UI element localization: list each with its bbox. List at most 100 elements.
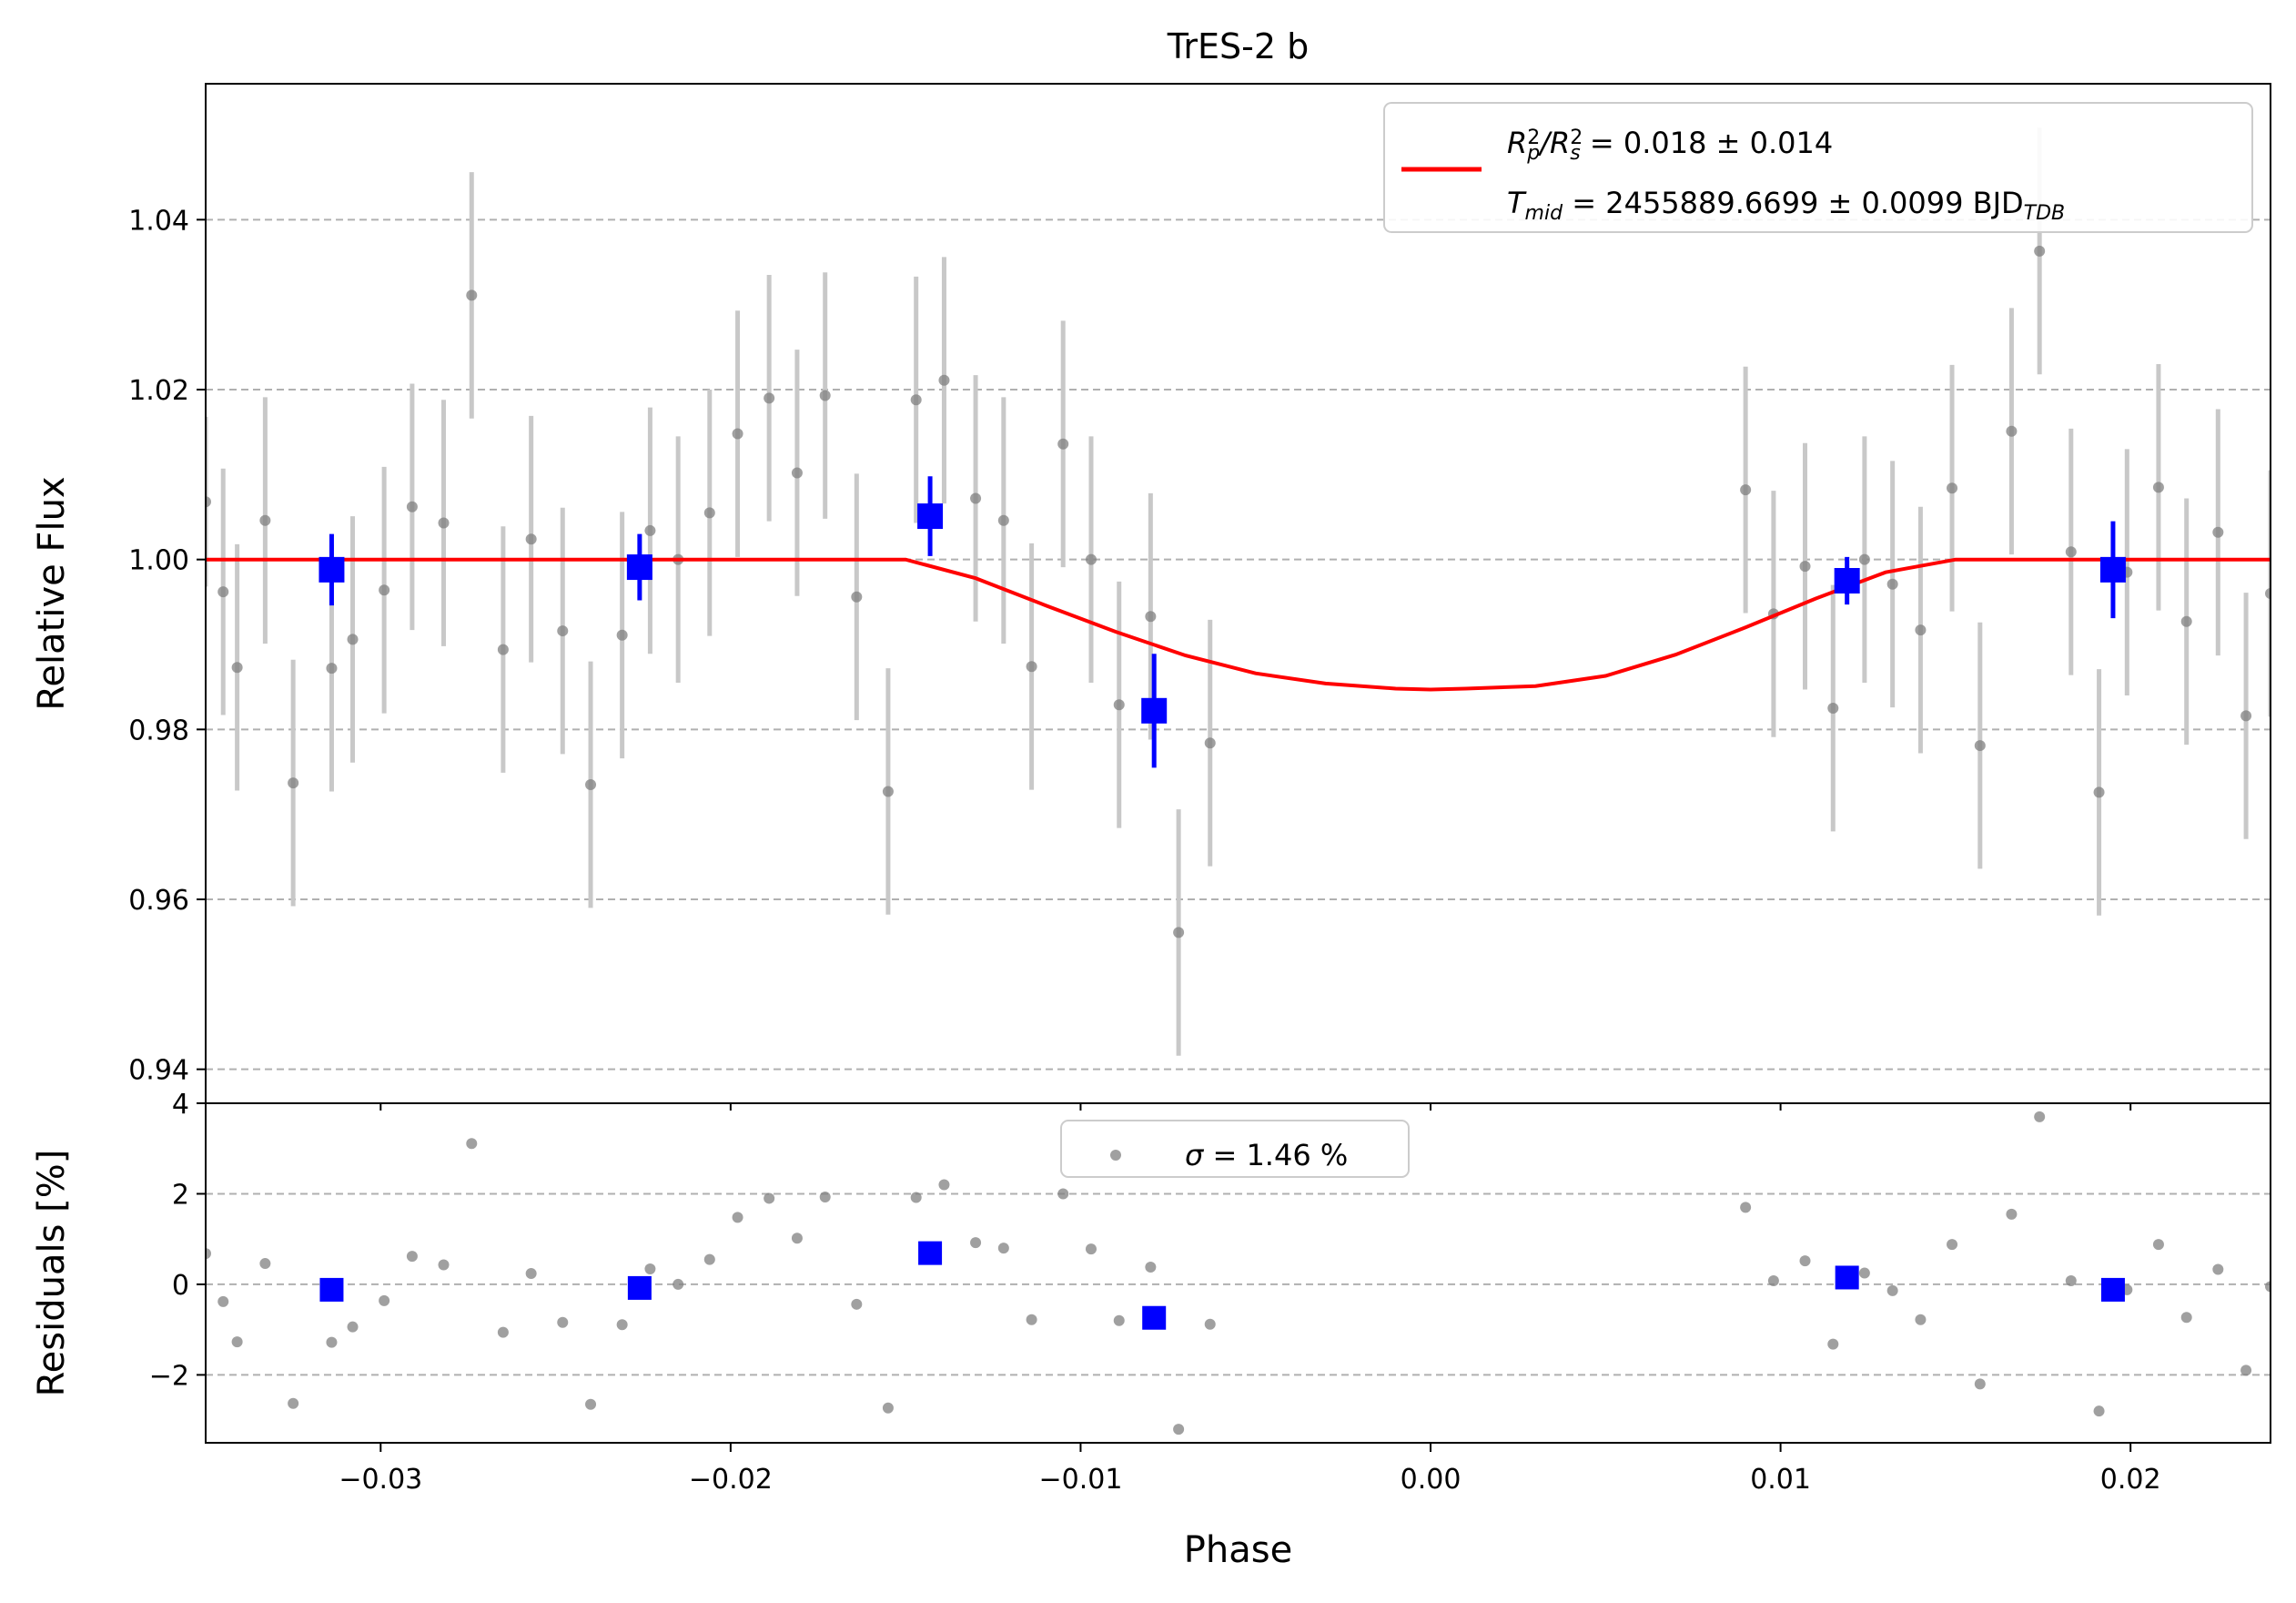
raw-data-point — [703, 507, 715, 519]
raw-data-point — [2093, 786, 2105, 798]
raw-data-point — [997, 514, 1009, 526]
residual-axes-frame — [205, 1102, 2271, 1444]
raw-data-point — [791, 467, 803, 479]
raw-data-point — [938, 374, 950, 386]
residual-raw-point — [938, 1179, 950, 1191]
residual-raw-point — [703, 1253, 715, 1265]
residual-raw-point — [1915, 1314, 1927, 1325]
residual-raw-point — [970, 1237, 982, 1249]
residual-raw-point — [819, 1191, 831, 1202]
legend-tmid-part: = 2455889.6699 ± 0.0099 BJD — [1563, 186, 2024, 220]
binned-data-point — [917, 503, 944, 530]
residual-raw-point — [910, 1192, 922, 1203]
residual-raw-point — [206, 1248, 211, 1260]
residual-binned-point — [627, 1275, 652, 1300]
raw-data-point — [1740, 484, 1752, 496]
raw-data-point — [644, 524, 656, 536]
legend-tmid-part: TDB — [2024, 202, 2065, 225]
main-data-layer — [206, 127, 2271, 1056]
raw-data-point — [1947, 482, 1958, 494]
legend-depth-part: 2 — [1527, 127, 1540, 149]
binned-data-point — [2099, 556, 2126, 583]
raw-data-point — [1974, 740, 1986, 752]
residual-raw-point — [1145, 1262, 1157, 1273]
fit-legend: R2 p/R2 s = 0.018 ± 0.014 Tmid = 2455889.66… — [1383, 102, 2253, 233]
legend-depth-text: R2 p/R2 s = 0.018 ± 0.014 — [1507, 126, 1833, 165]
legend-depth-part: s — [1570, 142, 1580, 165]
residual-binned-point — [319, 1277, 344, 1302]
residual-raw-point — [2212, 1263, 2224, 1275]
x-axis-label: Phase — [1184, 1529, 1292, 1571]
x-tick-label: −0.01 — [1038, 1464, 1122, 1496]
binned-data-point — [626, 554, 652, 581]
residual-raw-point — [882, 1402, 894, 1414]
residual-raw-point — [1085, 1243, 1097, 1255]
raw-data-point — [2212, 526, 2224, 538]
residual-raw-point — [1026, 1314, 1037, 1325]
raw-data-point — [1204, 737, 1216, 749]
residual-raw-point — [1767, 1274, 1779, 1286]
raw-data-point — [1827, 703, 1839, 714]
residual-raw-point — [326, 1336, 338, 1348]
binned-data-point — [319, 556, 345, 583]
main-y-tick-label: 0.94 — [128, 1055, 189, 1087]
residual-raw-point — [1858, 1267, 1870, 1279]
raw-data-point — [2180, 615, 2192, 627]
raw-data-point — [764, 392, 775, 404]
residual-raw-point — [466, 1138, 478, 1150]
x-tick-label: 0.00 — [1401, 1464, 1462, 1496]
residual-y-axis-label: Residuals [%] — [31, 1150, 73, 1397]
main-y-tick-label: 1.00 — [128, 545, 189, 577]
residual-raw-point — [1947, 1239, 1958, 1251]
binned-data-point — [1141, 697, 1168, 724]
raw-data-point — [406, 501, 418, 512]
sigma-value: = 1.46 % — [1203, 1138, 1348, 1172]
raw-data-point — [217, 586, 229, 598]
raw-data-point — [1858, 553, 1870, 565]
sigma-symbol: σ — [1185, 1138, 1205, 1172]
residual-raw-point — [1974, 1378, 1986, 1390]
residual-raw-point — [673, 1278, 684, 1290]
residual-raw-point — [557, 1316, 569, 1328]
residual-raw-point — [1827, 1338, 1839, 1350]
residual-legend-text: σ = 1.46 % — [1185, 1138, 1348, 1172]
residual-raw-point — [616, 1319, 628, 1331]
residual-raw-point — [1204, 1318, 1216, 1330]
raw-data-point — [970, 492, 982, 504]
residual-raw-point — [851, 1298, 863, 1310]
residual-raw-point — [585, 1398, 597, 1410]
residual-binned-point — [918, 1241, 943, 1265]
x-tick-label: −0.03 — [339, 1464, 422, 1496]
residual-raw-point — [231, 1336, 243, 1348]
raw-data-point — [2152, 482, 2164, 493]
residual-raw-point — [1740, 1202, 1752, 1213]
residual-raw-point — [288, 1397, 299, 1409]
raw-data-point — [1173, 927, 1185, 938]
legend-tmid-part: T — [1507, 186, 1527, 220]
residual-raw-point — [259, 1258, 271, 1270]
raw-data-point — [851, 591, 863, 603]
residual-raw-point — [1113, 1314, 1125, 1326]
residual-raw-point — [732, 1212, 743, 1223]
residual-raw-point — [406, 1251, 418, 1263]
residual-raw-point — [2065, 1274, 2077, 1286]
residual-legend-box — [1060, 1120, 1410, 1178]
legend-depth-part: 2 — [1570, 127, 1583, 149]
residual-raw-point — [2240, 1365, 2252, 1376]
raw-data-point — [2265, 588, 2271, 599]
raw-data-point — [1113, 699, 1125, 711]
legend-tmid-part: mid — [1525, 202, 1564, 225]
legend-box — [1383, 102, 2253, 233]
residual-raw-point — [997, 1243, 1009, 1254]
residual-binned-point — [1835, 1265, 1859, 1290]
raw-data-point — [1915, 624, 1927, 636]
raw-data-point — [1026, 661, 1037, 673]
residual-y-tick-label: 0 — [172, 1270, 189, 1302]
raw-data-point — [347, 634, 359, 645]
binned-data-point — [1834, 568, 1860, 594]
residual-data-layer — [206, 1111, 2271, 1436]
raw-data-point — [288, 777, 299, 789]
residual-raw-point — [379, 1294, 390, 1306]
residual-y-tick-label: 2 — [172, 1179, 189, 1211]
residual-raw-point — [2006, 1208, 2018, 1220]
